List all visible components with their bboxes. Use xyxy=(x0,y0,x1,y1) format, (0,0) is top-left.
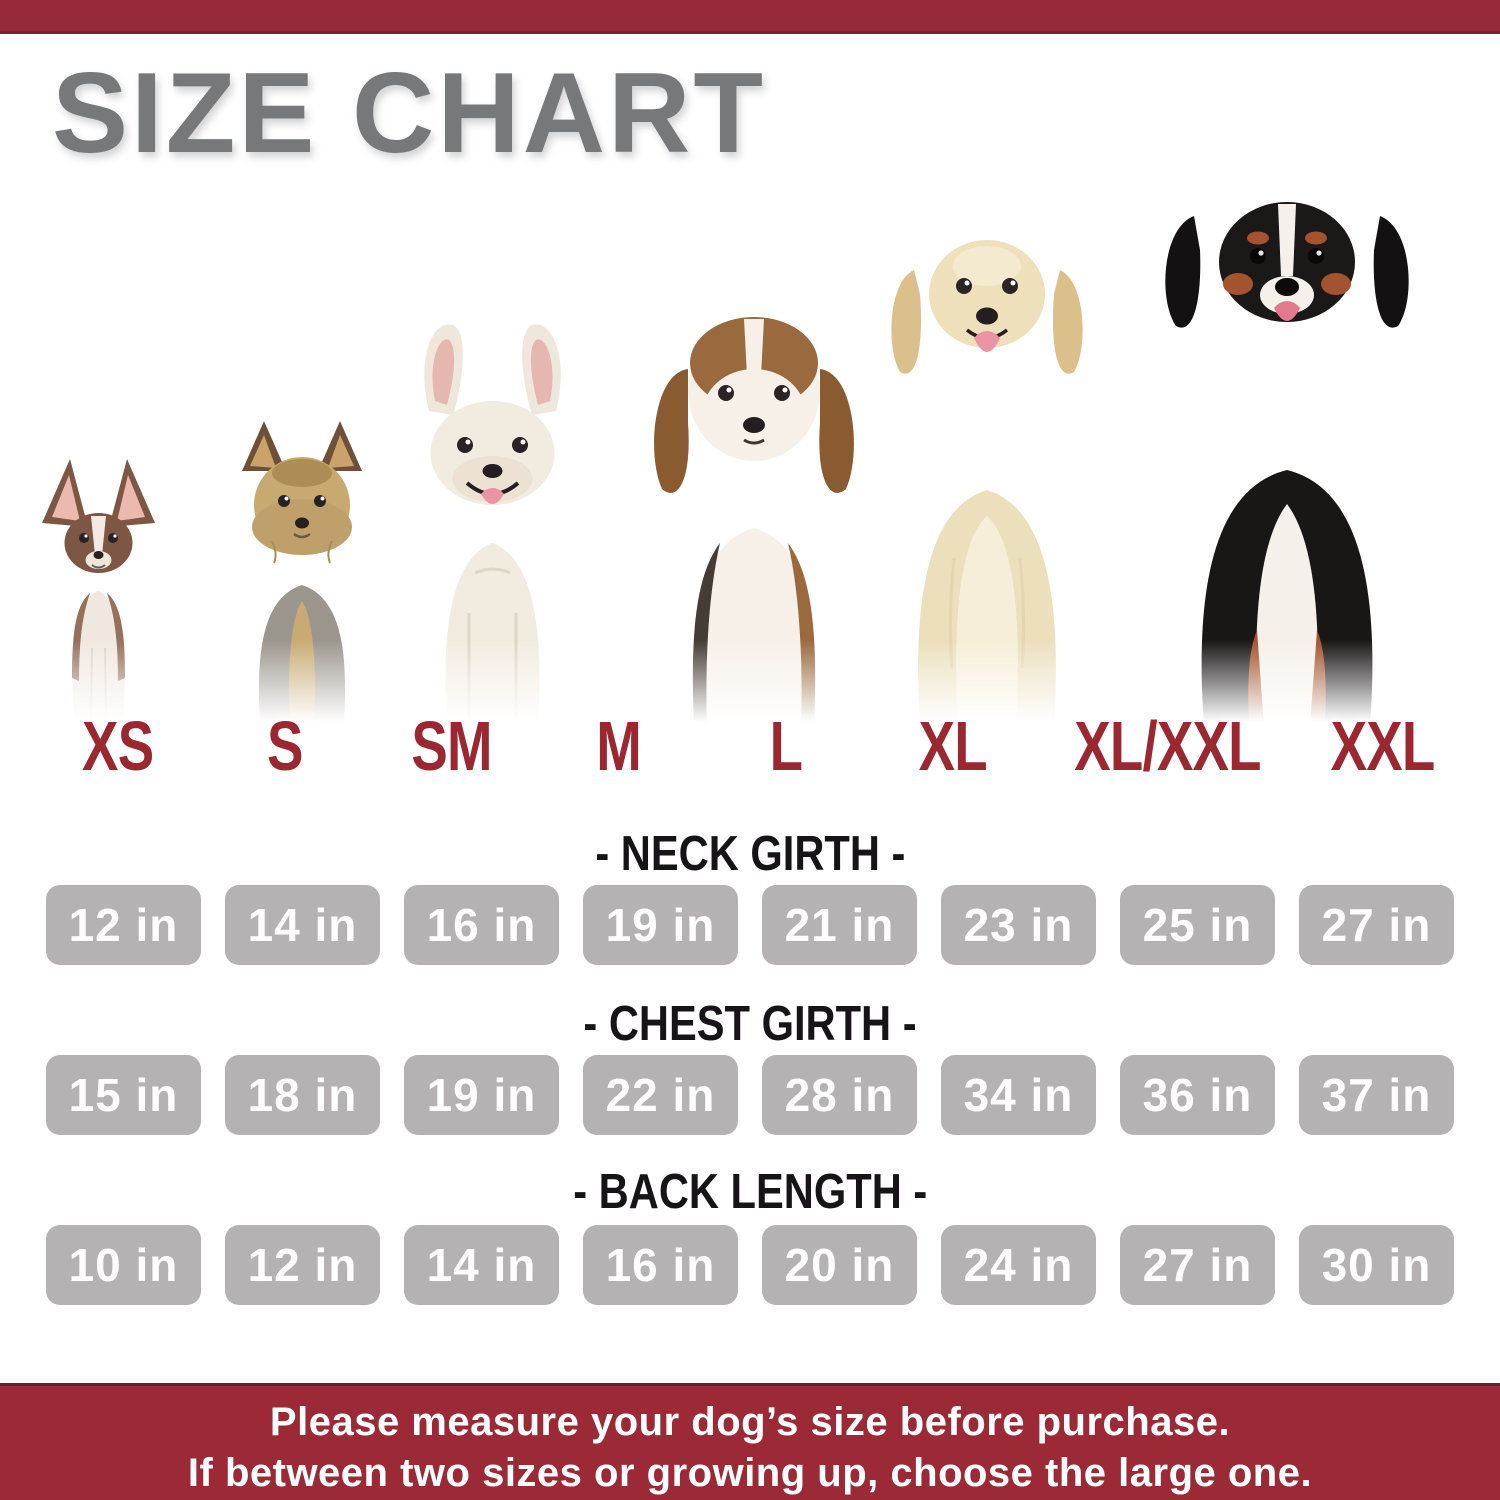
section-title-back-length: - BACK LENGTH - xyxy=(572,1165,927,1219)
measurement-box: 34 in xyxy=(941,1055,1096,1135)
dog-photo-strip xyxy=(0,0,1500,745)
size-label-sm: SM xyxy=(411,707,492,785)
measurement-box: 28 in xyxy=(762,1055,917,1135)
size-label-xl: XL xyxy=(918,707,987,785)
measurement-box: 18 in xyxy=(225,1055,380,1135)
measurement-box: 24 in xyxy=(941,1225,1096,1305)
measurement-box: 19 in xyxy=(404,1055,559,1135)
neck-girth-values-row: 12 in 14 in 16 in 19 in 21 in 23 in 25 i… xyxy=(46,885,1454,965)
photo-fade-overlay xyxy=(0,640,1500,745)
measurement-box: 25 in xyxy=(1120,885,1275,965)
measurement-box: 12 in xyxy=(225,1225,380,1305)
measurement-box: 16 in xyxy=(583,1225,738,1305)
chest-girth-values-row: 15 in 18 in 19 in 22 in 28 in 34 in 36 i… xyxy=(46,1055,1454,1135)
measurement-box: 23 in xyxy=(941,885,1096,965)
measurement-box: 14 in xyxy=(225,885,380,965)
top-accent-bar xyxy=(0,0,1500,34)
measurement-box: 20 in xyxy=(762,1225,917,1305)
footer-line-2: If between two sizes or growing up, choo… xyxy=(187,1451,1313,1495)
measurement-box: 36 in xyxy=(1120,1055,1275,1135)
size-labels-row: XS S SM M L XL XL/XXL XXL xyxy=(46,700,1454,792)
measurement-box: 16 in xyxy=(404,885,559,965)
measurement-box: 27 in xyxy=(1120,1225,1275,1305)
size-label-xs: XS xyxy=(81,707,154,785)
measurement-box: 19 in xyxy=(583,885,738,965)
measurement-box: 10 in xyxy=(46,1225,201,1305)
size-label-m: M xyxy=(596,707,641,785)
measurement-box: 12 in xyxy=(46,885,201,965)
footer-note-bar: Please measure your dog’s size before pu… xyxy=(0,1383,1500,1500)
measurement-box: 37 in xyxy=(1299,1055,1454,1135)
measurement-box: 22 in xyxy=(583,1055,738,1135)
size-label-s: S xyxy=(266,707,303,785)
section-title-neck-girth: - NECK GIRTH - xyxy=(594,827,906,881)
page-title: SIZE CHART xyxy=(52,50,766,177)
size-label-xl-xxl: XL/XXL xyxy=(1074,707,1261,785)
size-label-xxl: XXL xyxy=(1330,707,1436,785)
measurement-box: 14 in xyxy=(404,1225,559,1305)
size-label-l: L xyxy=(769,707,802,785)
footer-line-1: Please measure your dog’s size before pu… xyxy=(269,1400,1231,1444)
section-title-chest-girth: - CHEST GIRTH - xyxy=(583,997,917,1051)
measurement-box: 27 in xyxy=(1299,885,1454,965)
back-length-values-row: 10 in 12 in 14 in 16 in 20 in 24 in 27 i… xyxy=(46,1225,1454,1305)
measurement-box: 21 in xyxy=(762,885,917,965)
measurement-box: 30 in xyxy=(1299,1225,1454,1305)
measurement-box: 15 in xyxy=(46,1055,201,1135)
